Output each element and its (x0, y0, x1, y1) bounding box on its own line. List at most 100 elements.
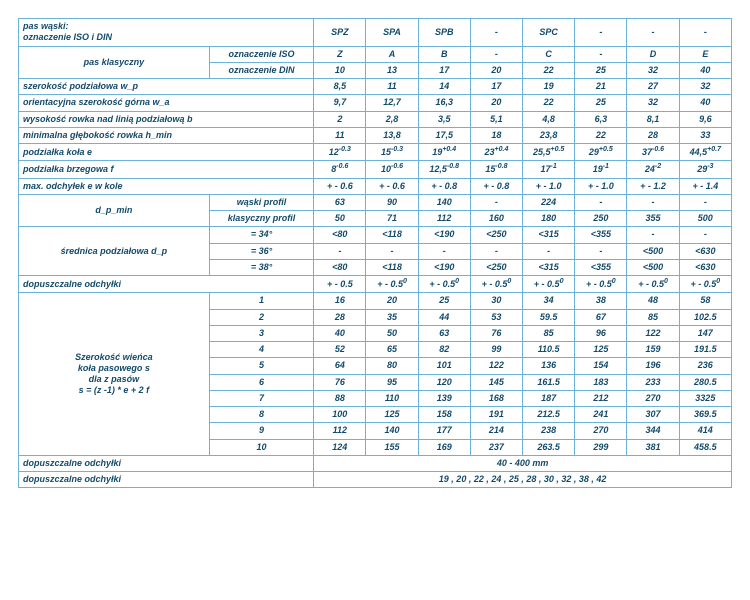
row-f-0: 8-0.6 (314, 161, 366, 178)
ozn-iso-5: - (575, 46, 627, 62)
row-e-3: 23+0.4 (470, 144, 522, 161)
dpmin-waski-2: 140 (418, 194, 470, 210)
row-3-c0: 11 (314, 127, 366, 143)
wieniec-1-2: 44 (418, 309, 470, 325)
row-0-c2: 14 (418, 79, 470, 95)
wieniec-0-3: 30 (470, 293, 522, 309)
wieniec-1-6: 85 (627, 309, 679, 325)
wieniec-6-2: 139 (418, 390, 470, 406)
row-e-0: 12-0.3 (314, 144, 366, 161)
wieniec-7-3: 191 (470, 407, 522, 423)
footer2-label: dopuszczalne odchyłki (19, 472, 314, 488)
row-maxodch-0: + - 0.6 (314, 178, 366, 194)
row-e-2: 19+0.4 (418, 144, 470, 161)
wieniec-6-3: 168 (470, 390, 522, 406)
wieniec-1-1: 35 (366, 309, 418, 325)
footer1-label: dopuszczalne odchyłki (19, 455, 314, 471)
wieniec-4-0: 64 (314, 358, 366, 374)
sred-38-0: <80 (314, 259, 366, 275)
sred-34-1: <118 (366, 227, 418, 243)
wieniec-3-5: 125 (575, 342, 627, 358)
row-2-c3: 5,1 (470, 111, 522, 127)
sred-34-6: - (627, 227, 679, 243)
row-1-c3: 20 (470, 95, 522, 111)
row-1-c0: 9,7 (314, 95, 366, 111)
wieniec-3-1: 65 (366, 342, 418, 358)
wieniec-4-6: 196 (627, 358, 679, 374)
dopodch1-0: + - 0.5 (314, 276, 366, 293)
wieniec-0-6: 48 (627, 293, 679, 309)
sred-34-0: <80 (314, 227, 366, 243)
row-maxodch-2: + - 0.8 (418, 178, 470, 194)
sred-36-1: - (366, 243, 418, 259)
dopodch1-2: + - 0.50 (418, 276, 470, 293)
row-2-c7: 9,6 (679, 111, 731, 127)
wieniec-9-1: 155 (366, 439, 418, 455)
footer-list: 19 , 20 , 22 , 24 , 25 , 28 , 30 , 32 , … (314, 472, 732, 488)
wieniec-idx-4: 5 (209, 358, 313, 374)
wieniec-3-0: 52 (314, 342, 366, 358)
wieniec-idx-2: 3 (209, 325, 313, 341)
srednica-sub-34: = 34° (209, 227, 313, 243)
sred-38-4: <315 (523, 259, 575, 275)
wieniec-5-2: 120 (418, 374, 470, 390)
wieniec-5-6: 233 (627, 374, 679, 390)
ozn-din-6: 32 (627, 62, 679, 78)
wieniec-9-2: 169 (418, 439, 470, 455)
srednica-label: średnica podziałowa d_p (19, 227, 210, 276)
wieniec-idx-8: 9 (209, 423, 313, 439)
wieniec-3-7: 191.5 (679, 342, 731, 358)
ozn-din-4: 22 (523, 62, 575, 78)
dpmin-waski-3: - (470, 194, 522, 210)
row-0-c6: 27 (627, 79, 679, 95)
row-e-7: 44,5+0.7 (679, 144, 731, 161)
wieniec-4-1: 80 (366, 358, 418, 374)
ozn-iso-0: Z (314, 46, 366, 62)
wieniec-9-0: 124 (314, 439, 366, 455)
dopodch1-7: + - 0.50 (679, 276, 731, 293)
wieniec-8-2: 177 (418, 423, 470, 439)
sred-38-7: <630 (679, 259, 731, 275)
wieniec-idx-6: 7 (209, 390, 313, 406)
sred-36-6: <500 (627, 243, 679, 259)
wieniec-5-3: 145 (470, 374, 522, 390)
ozn-iso-4: C (523, 46, 575, 62)
header-pas-waski: pas wąski:oznaczenie ISO i DIN (19, 19, 314, 47)
wieniec-4-5: 154 (575, 358, 627, 374)
ozn-din-1: 13 (366, 62, 418, 78)
wieniec-7-5: 241 (575, 407, 627, 423)
wieniec-2-4: 85 (523, 325, 575, 341)
row-f-3: 15-0.8 (470, 161, 522, 178)
dpmin-klas-3: 160 (470, 211, 522, 227)
row-2-c4: 4,8 (523, 111, 575, 127)
wieniec-0-2: 25 (418, 293, 470, 309)
row-e-5: 29+0.5 (575, 144, 627, 161)
dopodch1-3: + - 0.50 (470, 276, 522, 293)
wieniec-3-4: 110.5 (523, 342, 575, 358)
wieniec-2-3: 76 (470, 325, 522, 341)
row-maxodch-label: max. odchyłek e w kole (19, 178, 314, 194)
sred-36-2: - (418, 243, 470, 259)
wieniec-6-4: 187 (523, 390, 575, 406)
dopodch1-4: + - 0.50 (523, 276, 575, 293)
wieniec-6-1: 110 (366, 390, 418, 406)
ozn-iso-7: E (679, 46, 731, 62)
wieniec-8-1: 140 (366, 423, 418, 439)
dpmin-klas-6: 355 (627, 211, 679, 227)
row-maxodch-1: + - 0.6 (366, 178, 418, 194)
wieniec-7-6: 307 (627, 407, 679, 423)
dopodch1-label: dopuszczalne odchyłki (19, 276, 314, 293)
sred-36-5: - (575, 243, 627, 259)
wieniec-8-5: 270 (575, 423, 627, 439)
col-waski-4: SPC (523, 19, 575, 47)
wieniec-1-3: 53 (470, 309, 522, 325)
wieniec-idx-0: 1 (209, 293, 313, 309)
wieniec-9-4: 263.5 (523, 439, 575, 455)
row-e-4: 25,5+0.5 (523, 144, 575, 161)
dpmin-klas-2: 112 (418, 211, 470, 227)
sred-34-7: - (679, 227, 731, 243)
row-3-c3: 18 (470, 127, 522, 143)
dpmin-waski-label: wąski profil (209, 194, 313, 210)
row-3-c6: 28 (627, 127, 679, 143)
wieniec-8-3: 214 (470, 423, 522, 439)
